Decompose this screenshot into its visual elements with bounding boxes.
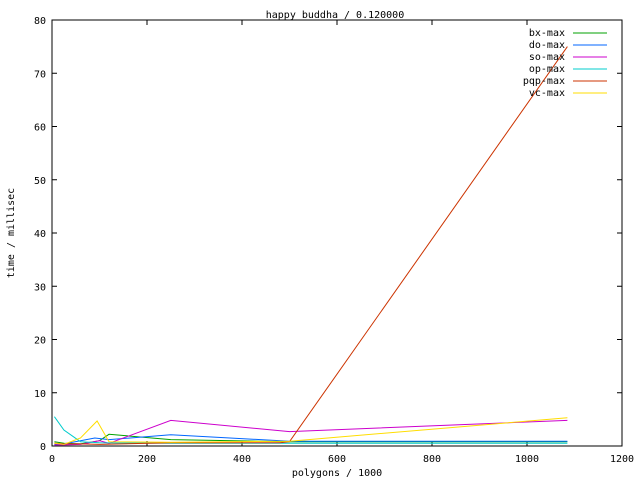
x-tick-label: 1200 xyxy=(610,454,634,465)
x-tick-label: 200 xyxy=(138,454,156,465)
x-tick-label: 400 xyxy=(233,454,251,465)
series-line-pqp-max xyxy=(54,46,568,445)
legend-label-bx-max: bx-max xyxy=(529,28,565,39)
legend-label-so-max: so-max xyxy=(529,52,565,63)
chart-title: happy buddha / 0.120000 xyxy=(266,10,404,21)
x-tick-label: 1000 xyxy=(515,454,539,465)
legend-label-vc-max: vc-max xyxy=(529,88,565,99)
legend-label-do-max: do-max xyxy=(529,40,565,51)
y-axis-label: time / millisec xyxy=(6,188,17,278)
series-line-op-max xyxy=(53,416,568,444)
series-line-vc-max xyxy=(54,417,568,445)
x-tick-label: 0 xyxy=(49,454,55,465)
y-tick-label: 80 xyxy=(34,16,46,27)
x-axis-label: polygons / 1000 xyxy=(292,468,382,479)
y-tick-label: 0 xyxy=(40,442,46,453)
y-tick-label: 10 xyxy=(34,389,46,400)
x-tick-label: 600 xyxy=(328,454,346,465)
y-tick-label: 60 xyxy=(34,123,46,134)
legend-label-pqp-max: pqp-max xyxy=(523,76,565,87)
legend-label-op-max: op-max xyxy=(529,64,565,75)
x-tick-label: 800 xyxy=(423,454,441,465)
series-lines xyxy=(53,46,568,446)
y-tick-label: 40 xyxy=(34,229,46,240)
y-tick-label: 50 xyxy=(34,176,46,187)
y-tick-label: 30 xyxy=(34,282,46,293)
y-tick-label: 20 xyxy=(34,336,46,347)
y-tick-label: 70 xyxy=(34,69,46,80)
axis-ticks: 0 200 400 600 800 1000 1200 0 10 20 30 40 50 60 70 80 xyxy=(34,16,634,465)
series-line-so-max xyxy=(54,419,568,446)
